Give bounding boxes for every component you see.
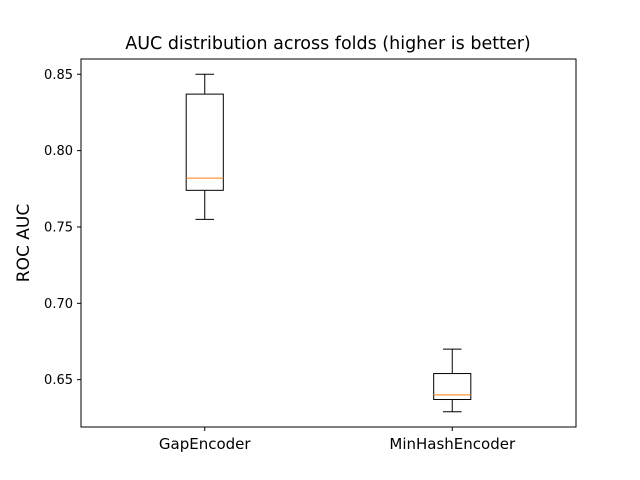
- y-axis: 0.65 0.70 0.75 0.80 0.85: [44, 68, 81, 388]
- iqr-box: [185, 93, 224, 191]
- y-axis-label: ROC AUC: [14, 204, 34, 282]
- iqr-box: [433, 373, 472, 401]
- plot-area-frame: [80, 58, 577, 428]
- y-tick-label: 0.75: [44, 220, 73, 235]
- y-tick-label: 0.85: [44, 68, 73, 83]
- y-tick-label: 0.80: [44, 144, 73, 159]
- x-axis: GapEncoder MinHashEncoder: [159, 427, 516, 453]
- chart-title: AUC distribution across folds (higher is…: [125, 34, 530, 54]
- box-plots: [185, 73, 472, 413]
- x-tick-label: MinHashEncoder: [389, 435, 516, 453]
- x-tick-label: GapEncoder: [159, 435, 251, 453]
- y-tick-label: 0.65: [44, 373, 73, 388]
- y-tick-label: 0.70: [44, 297, 73, 312]
- box-gapencoder: [185, 73, 224, 220]
- box-minhashencoder: [433, 348, 472, 413]
